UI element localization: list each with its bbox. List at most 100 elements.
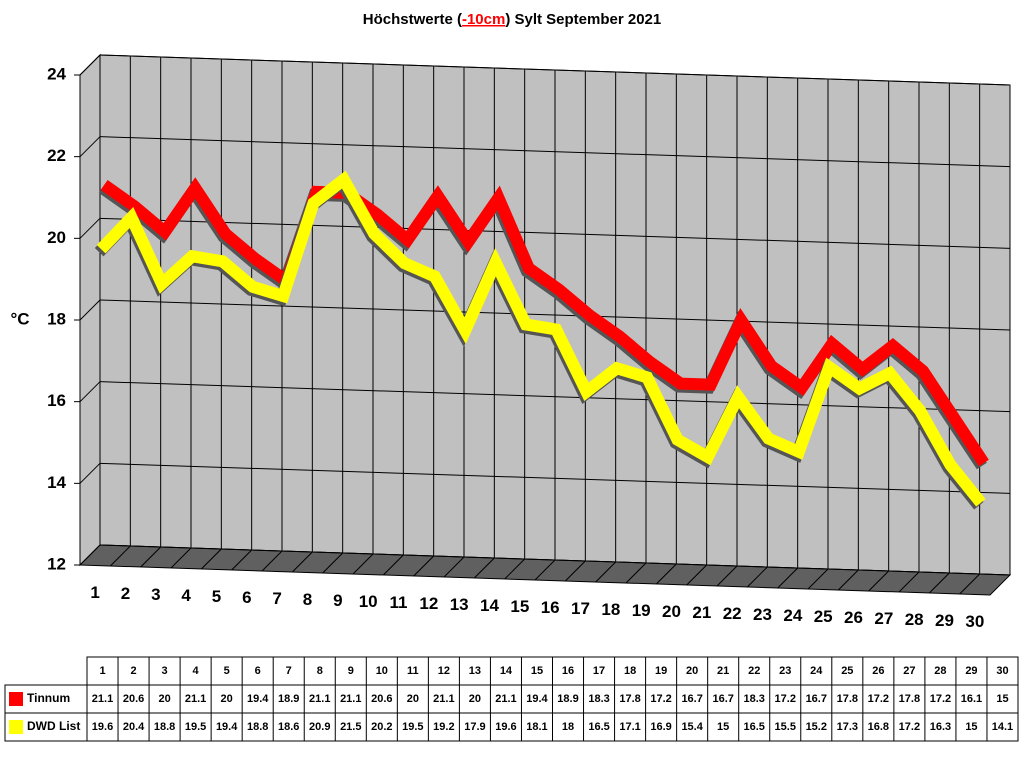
y-axis-label: °C xyxy=(10,309,29,328)
x-tick-label: 7 xyxy=(272,589,281,608)
x-tick-label: 6 xyxy=(242,588,251,607)
table-cell: 20 xyxy=(407,693,419,705)
y-tick-label: 24 xyxy=(47,64,66,83)
x-tick-label: 14 xyxy=(480,596,499,615)
table-cell: 20 xyxy=(158,693,170,705)
table-cell: 18.1 xyxy=(526,721,547,733)
table-cell: 16.5 xyxy=(588,721,609,733)
table-header: 27 xyxy=(903,665,915,677)
table-header: 5 xyxy=(224,665,230,677)
table-cell: 21.1 xyxy=(433,693,454,705)
x-tick-label: 13 xyxy=(450,595,469,614)
y-tick-label: 12 xyxy=(47,554,66,573)
table-cell: 19.4 xyxy=(216,721,238,733)
x-tick-label: 28 xyxy=(905,610,924,629)
x-tick-label: 25 xyxy=(814,607,833,626)
grid-line xyxy=(99,381,1011,413)
x-tick-label: 16 xyxy=(541,598,560,617)
floor-line xyxy=(959,573,981,595)
table-header: 25 xyxy=(841,665,853,677)
floor-line xyxy=(473,557,495,579)
floor-line xyxy=(140,546,162,568)
x-tick-label: 5 xyxy=(212,587,221,606)
table-header: 16 xyxy=(562,665,574,677)
floor-line xyxy=(109,545,131,567)
table-cell: 15.2 xyxy=(806,721,827,733)
x-tick-label: 19 xyxy=(632,601,651,620)
table-header: 18 xyxy=(624,665,636,677)
table-cell: 19.5 xyxy=(185,721,206,733)
grid-line xyxy=(79,217,101,239)
table-header: 22 xyxy=(748,665,760,677)
x-tick-label: 23 xyxy=(753,605,772,624)
y-tick-label: 18 xyxy=(47,309,66,328)
table-cell: 18.8 xyxy=(154,721,175,733)
legend-label: Tinnum xyxy=(27,691,70,705)
x-tick-label: 24 xyxy=(783,606,802,625)
floor-line xyxy=(261,550,283,572)
table-cell: 20 xyxy=(469,693,481,705)
table-cell: 16.8 xyxy=(868,721,889,733)
y-tick-label: 22 xyxy=(47,146,66,165)
x-tick-label: 3 xyxy=(151,585,160,604)
table-cell: 17.2 xyxy=(930,693,951,705)
table-cell: 18.3 xyxy=(744,693,765,705)
floor-line xyxy=(443,556,465,578)
floor-line xyxy=(655,563,677,585)
floor-line xyxy=(777,567,799,589)
table-cell: 17.2 xyxy=(868,693,889,705)
grid-line xyxy=(79,381,101,403)
table-cell: 15 xyxy=(717,721,729,733)
table-cell: 15.5 xyxy=(775,721,796,733)
legend-label: DWD List xyxy=(27,719,80,733)
table-cell: 19.5 xyxy=(402,721,423,733)
x-tick-label: 27 xyxy=(874,609,893,628)
table-header: 9 xyxy=(348,665,354,677)
table-header: 3 xyxy=(162,665,168,677)
floor-line xyxy=(534,559,556,581)
table-header: 11 xyxy=(407,665,419,677)
x-tick-label: 10 xyxy=(359,592,378,611)
chart-title: Höchstwerte (-10cm) Sylt September 2021 xyxy=(363,11,661,28)
table-header: 23 xyxy=(779,665,791,677)
grid-line xyxy=(99,299,1011,331)
floor-line xyxy=(504,558,526,580)
grid-line xyxy=(79,462,101,484)
table-cell: 21.1 xyxy=(309,693,330,705)
data-table: 1 2 3 4 5 6 7 8 9 10 11 12 13 14 15 16 17 18 19 20 21 22 23 24 2… xyxy=(4,656,1019,742)
table-header: 2 xyxy=(130,665,136,677)
grid-line xyxy=(99,544,1011,576)
table-header: 24 xyxy=(810,665,823,677)
y-tick-label: 16 xyxy=(47,391,66,410)
table-cell: 17.9 xyxy=(464,721,485,733)
table-cell: 20.9 xyxy=(309,721,330,733)
title-part: ) Sylt September 2021 xyxy=(505,11,661,28)
table-cell: 21.1 xyxy=(340,693,361,705)
floor-line xyxy=(868,570,890,592)
table-cell: 19.4 xyxy=(526,693,548,705)
table-header: 26 xyxy=(872,665,884,677)
x-tick-label: 26 xyxy=(844,608,863,627)
grid-line xyxy=(79,544,101,566)
floor-line xyxy=(352,553,374,575)
grid-line xyxy=(79,136,101,158)
table-cell: 17.8 xyxy=(837,693,858,705)
table-header: 17 xyxy=(593,665,605,677)
floor-line xyxy=(807,568,829,590)
table-header: 13 xyxy=(469,665,481,677)
table-cell: 16.7 xyxy=(681,693,702,705)
grid-line xyxy=(99,54,1011,86)
x-tick-label: 30 xyxy=(965,612,984,631)
table-cell: 18.9 xyxy=(557,693,578,705)
table-header: 28 xyxy=(934,665,946,677)
table-header: 14 xyxy=(500,665,513,677)
table-cell: 17.2 xyxy=(899,721,920,733)
table-cell: 17.2 xyxy=(650,693,671,705)
table-cell: 21.1 xyxy=(495,693,516,705)
floor-line xyxy=(746,566,768,588)
title-part: Höchstwerte ( xyxy=(363,11,462,28)
grid-line xyxy=(99,136,1011,168)
grid-line xyxy=(79,54,101,76)
floor-line xyxy=(200,548,222,570)
y-tick-label: 14 xyxy=(47,473,66,492)
